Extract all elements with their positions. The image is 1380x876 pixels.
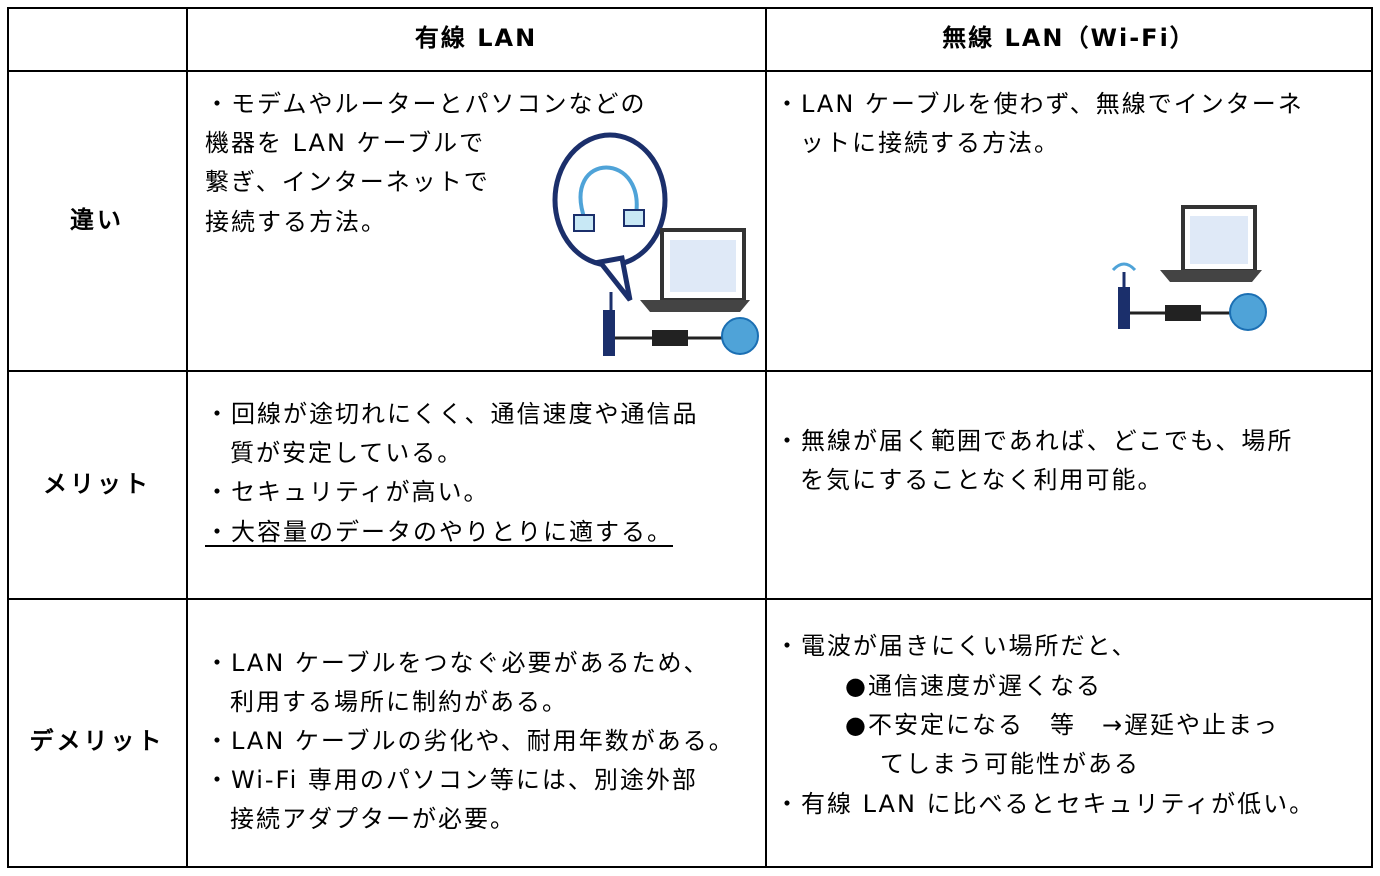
border xyxy=(7,598,1373,600)
cell-line: ●通信速度が遅くなる xyxy=(845,672,1102,700)
cell-line: 機器を LAN ケーブルで xyxy=(205,129,486,157)
header-cell: 有線 LAN xyxy=(414,24,538,52)
cell-line: 質が安定している。 xyxy=(230,439,464,467)
cell-line: ・有線 LAN に比べるとセキュリティが低い。 xyxy=(775,790,1316,818)
cell-line: ・LAN ケーブルの劣化や、耐用年数がある。 xyxy=(205,727,735,755)
row-label: デメリット xyxy=(29,727,165,755)
wired-illustration xyxy=(552,132,759,356)
header-cell: 無線 LAN（Wi-Fi） xyxy=(942,24,1196,52)
border xyxy=(7,7,1373,9)
wireless-illustration xyxy=(1111,205,1267,331)
cell-line: ●不安定になる 等 →遅延や止まっ xyxy=(845,711,1280,739)
border xyxy=(765,7,767,868)
border xyxy=(1371,7,1373,868)
cell-line: ・Wi-Fi 専用のパソコン等には、別途外部 xyxy=(205,766,698,794)
border xyxy=(7,7,9,868)
cell-line: 利用する場所に制約がある。 xyxy=(230,688,568,716)
border xyxy=(7,370,1373,372)
cell-line: てしまう可能性がある xyxy=(880,750,1140,778)
cell-line: 繋ぎ、インターネットで xyxy=(205,168,490,196)
border xyxy=(7,866,1373,868)
cell-line: ・LAN ケーブルをつなぐ必要があるため、 xyxy=(205,649,710,677)
cell-line: 接続する方法。 xyxy=(205,208,387,236)
cell-line: ・モデムやルーターとパソコンなどの xyxy=(205,90,647,118)
row-label: 違い xyxy=(70,206,124,234)
cell-line: 接続アダプターが必要。 xyxy=(230,805,516,833)
cell-line: ・回線が途切れにくく、通信速度や通信品 xyxy=(205,400,699,428)
cell-line: ・大容量のデータのやりとりに適する。 xyxy=(205,518,673,546)
border xyxy=(7,70,1373,72)
cell-line: ・電波が届きにくい場所だと、 xyxy=(775,632,1138,660)
cell-line: ・セキュリティが高い。 xyxy=(205,478,490,506)
row-label: メリット xyxy=(43,470,151,498)
cell-line: ・無線が届く範囲であれば、どこでも、場所 xyxy=(775,427,1294,455)
cell-line: ットに接続する方法。 xyxy=(800,129,1060,157)
cell-line: ・LAN ケーブルを使わず、無線でインターネ xyxy=(775,90,1304,118)
border xyxy=(186,7,188,868)
cell-line: を気にすることなく利用可能。 xyxy=(800,466,1164,494)
